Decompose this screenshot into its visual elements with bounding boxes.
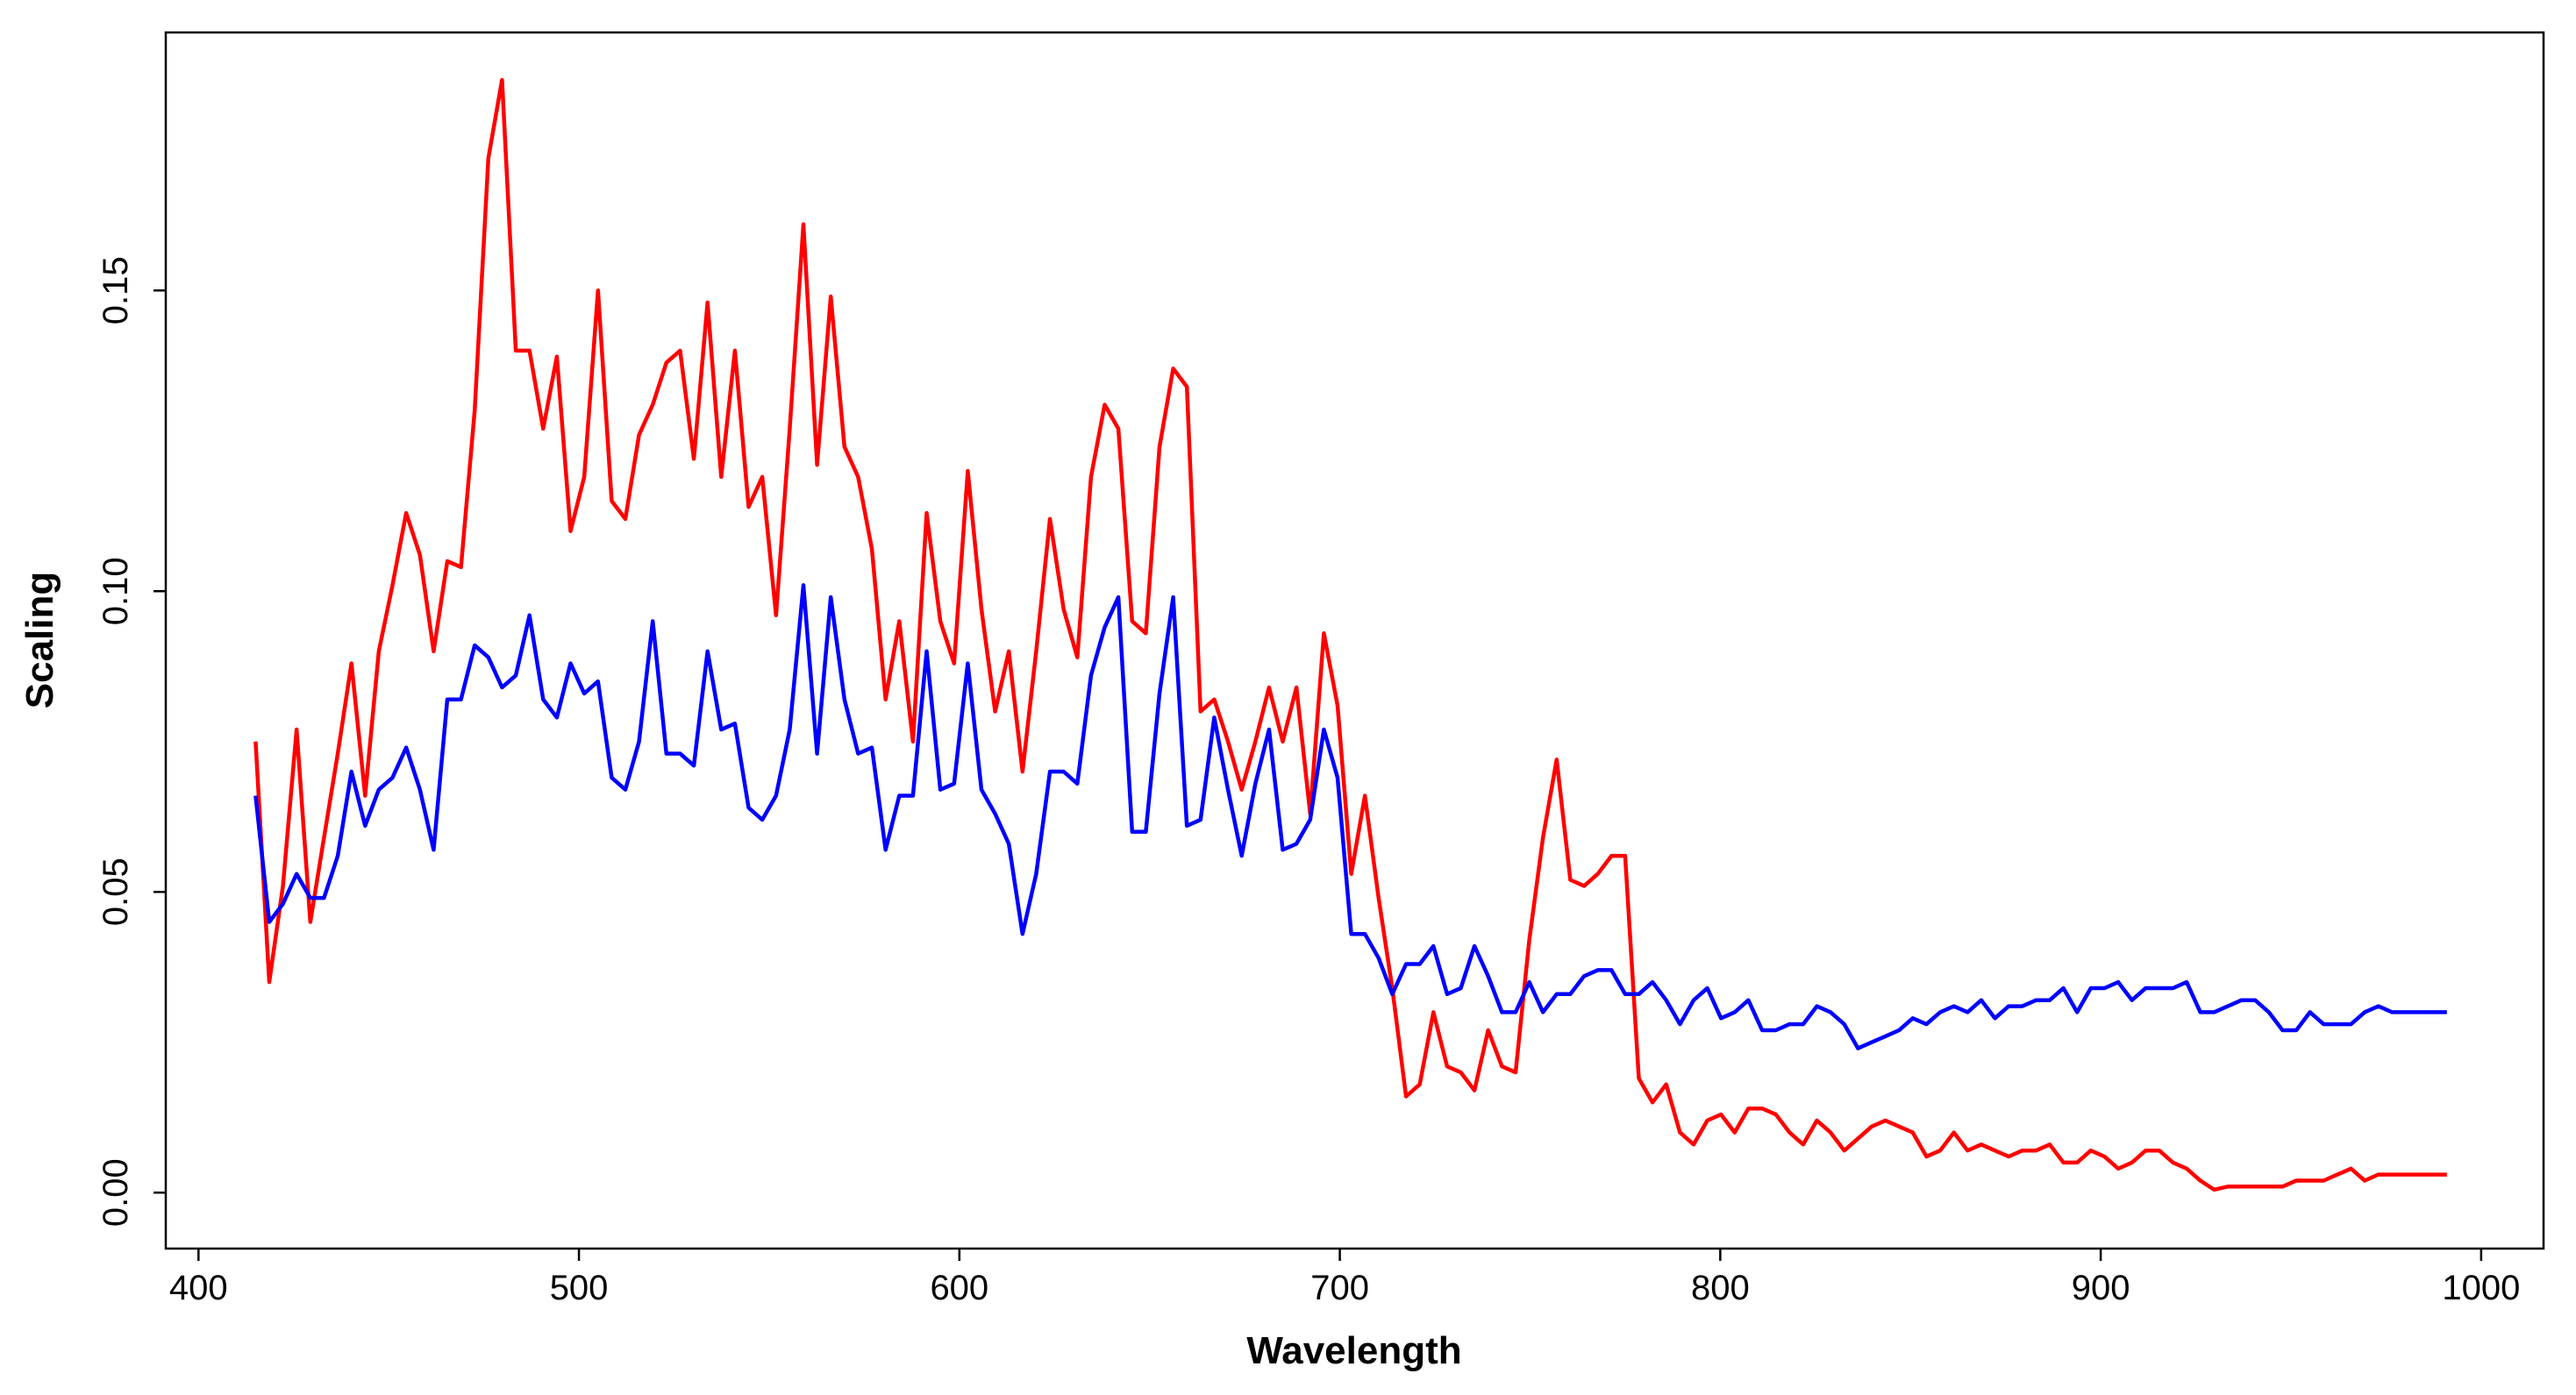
data-line <box>253 77 2447 1192</box>
y-axis-title: Scaling <box>18 572 61 709</box>
y-tick-label: 0.00 <box>96 1158 135 1227</box>
x-tick-label: 500 <box>550 1269 609 1307</box>
x-tick-label: 900 <box>2072 1269 2130 1307</box>
x-tick-label: 600 <box>930 1269 988 1307</box>
x-axis-title: Wavelength <box>1246 1329 1461 1372</box>
y-tick-label: 0.05 <box>96 858 135 926</box>
x-tick-label: 400 <box>169 1269 228 1307</box>
x-tick-label: 700 <box>1310 1269 1369 1307</box>
x-tick-label: 1000 <box>2442 1269 2520 1307</box>
data-line <box>253 583 2447 1050</box>
y-tick-label: 0.15 <box>96 256 135 324</box>
plot-frame <box>164 31 2545 1250</box>
y-tick-label: 0.10 <box>96 557 135 625</box>
x-tick-label: 800 <box>1691 1269 1750 1307</box>
